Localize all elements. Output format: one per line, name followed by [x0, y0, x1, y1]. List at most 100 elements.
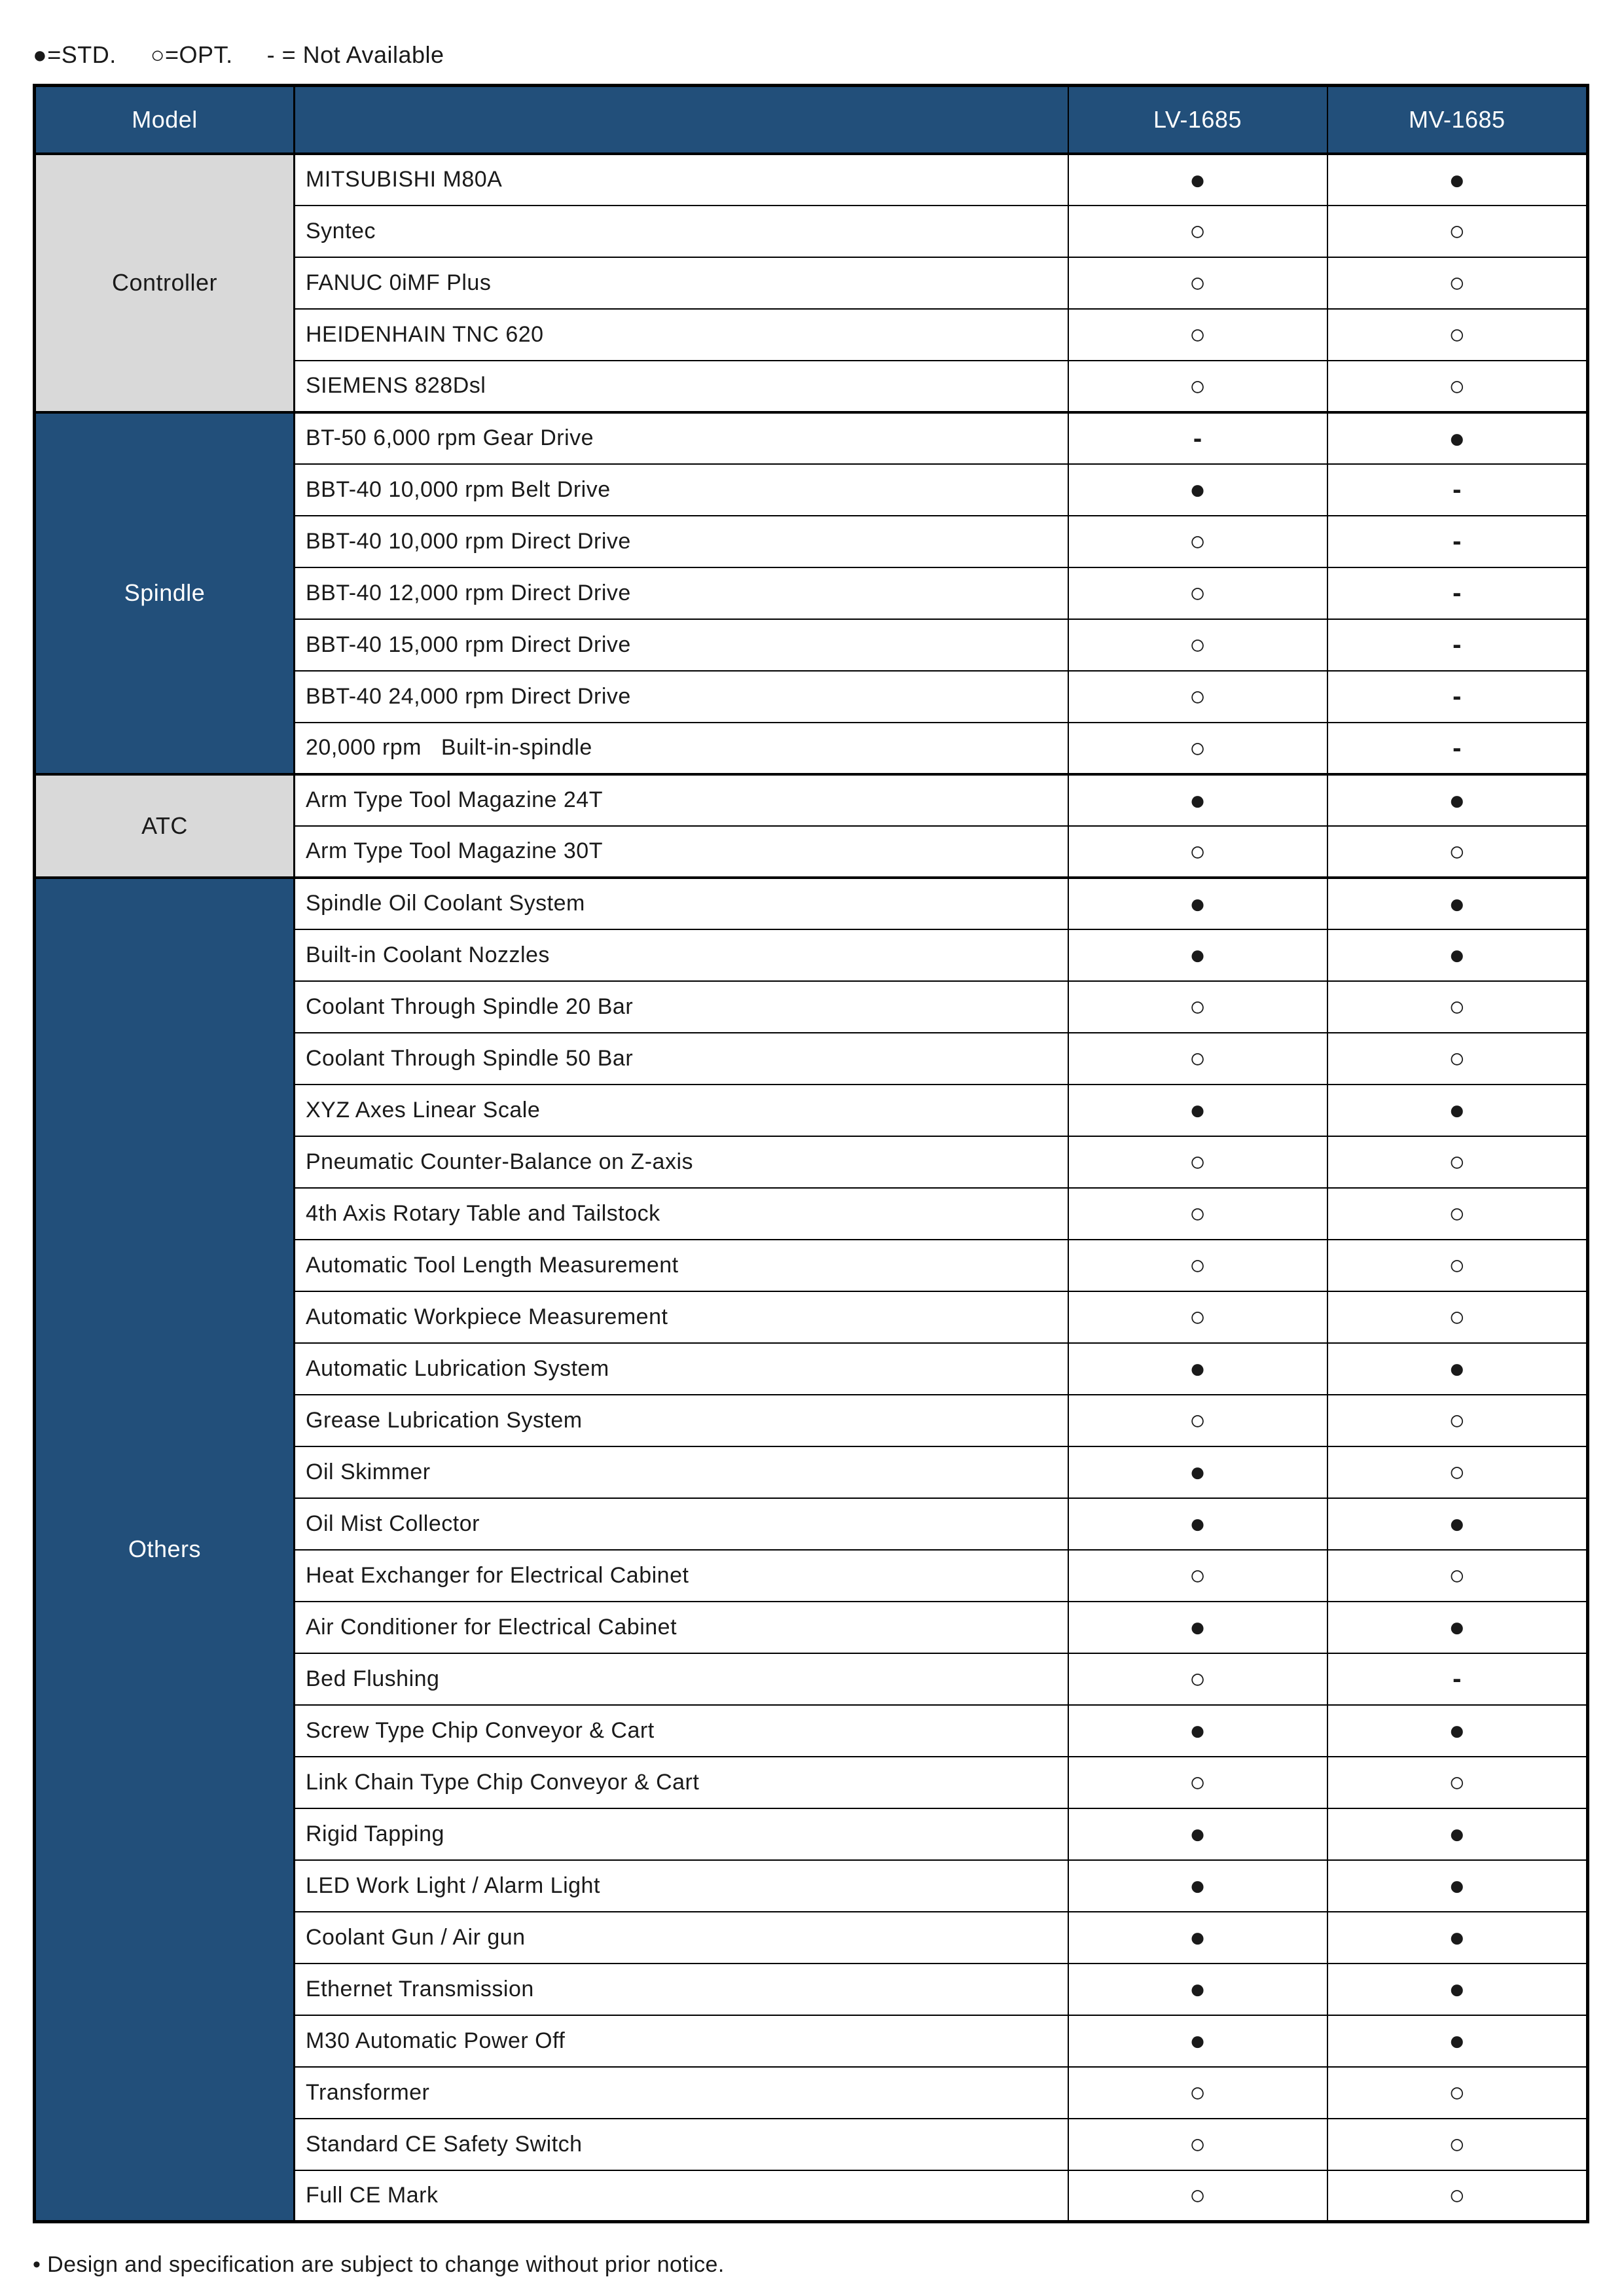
- table-row: 20,000 rpm Built-in-spindle ○ -: [35, 721, 1589, 775]
- symbol-cell-lv-opt: ○: [1067, 514, 1328, 568]
- symbol-cell-mv-std: ●: [1326, 1859, 1589, 1912]
- symbol-cell-mv-opt: ○: [1326, 256, 1589, 310]
- feature-cell: BBT-40 24,000 rpm Direct Drive: [293, 670, 1069, 723]
- table-row: ATC Arm Type Tool Magazine 24T ● ●: [33, 772, 1589, 878]
- feature-cell: Bed Flushing: [293, 1652, 1069, 1706]
- feature-cell: BBT-40 10,000 rpm Belt Drive: [293, 463, 1069, 516]
- symbol-cell-mv-opt: ○: [1326, 1549, 1589, 1602]
- symbol-cell-lv-opt: ○: [1067, 256, 1328, 310]
- symbol-cell-mv-opt: ○: [1326, 2066, 1589, 2119]
- symbol-cell-lv-std: ●: [1067, 1083, 1328, 1137]
- symbol-cell-mv-na: -: [1326, 721, 1589, 775]
- table-row: Link Chain Type Chip Conveyor & Cart ○ ○: [35, 1755, 1589, 1809]
- table-row: M30 Automatic Power Off ● ●: [35, 2014, 1589, 2068]
- symbol-cell-lv-opt: ○: [1067, 618, 1328, 672]
- feature-cell: Link Chain Type Chip Conveyor & Cart: [293, 1755, 1069, 1809]
- feature-cell: Oil Mist Collector: [293, 1497, 1069, 1551]
- table-row: Heat Exchanger for Electrical Cabinet ○ ○: [35, 1549, 1589, 1602]
- table-row: XYZ Axes Linear Scale ● ●: [35, 1083, 1589, 1137]
- symbol-cell-mv-opt: ○: [1326, 1238, 1589, 1292]
- table-row: Spindle BT-50 6,000 rpm Gear Drive - ●: [33, 410, 1589, 775]
- legend-opt: ○=OPT.: [150, 41, 233, 68]
- symbol-cell-mv-std: ●: [1326, 1910, 1589, 1964]
- feature-cell: Built-in Coolant Nozzles: [293, 928, 1069, 982]
- symbol-cell-mv-opt: ○: [1326, 359, 1589, 413]
- symbol-cell-mv-std: ●: [1326, 1704, 1589, 1757]
- symbol-cell-lv-std: ●: [1067, 1342, 1328, 1395]
- symbol-cell-lv-std: ●: [1067, 152, 1328, 206]
- symbol-cell-lv-std: ●: [1067, 1497, 1328, 1551]
- table-row: BBT-40 10,000 rpm Direct Drive ○ -: [35, 514, 1589, 568]
- feature-cell: LED Work Light / Alarm Light: [293, 1859, 1069, 1912]
- table-row: Transformer ○ ○: [35, 2066, 1589, 2119]
- symbol-cell-lv-opt: ○: [1067, 1187, 1328, 1240]
- footer-note: • Design and specification are subject t…: [33, 2252, 725, 2277]
- feature-cell: BBT-40 12,000 rpm Direct Drive: [293, 566, 1069, 620]
- table-row: 4th Axis Rotary Table and Tailstock ○ ○: [35, 1187, 1589, 1240]
- symbol-cell-mv-opt: ○: [1326, 1393, 1589, 1447]
- symbol-cell-mv-opt: ○: [1326, 1135, 1589, 1189]
- table-row: BBT-40 12,000 rpm Direct Drive ○ -: [35, 566, 1589, 620]
- feature-cell: Spindle Oil Coolant System: [293, 876, 1069, 930]
- feature-cell: BBT-40 10,000 rpm Direct Drive: [293, 514, 1069, 568]
- symbol-cell-mv-std: ●: [1326, 1342, 1589, 1395]
- symbol-cell-mv-opt: ○: [1326, 1031, 1589, 1085]
- feature-cell: Standard CE Safety Switch: [293, 2117, 1069, 2171]
- symbol-cell-lv-opt: ○: [1067, 1652, 1328, 1706]
- table-row: Grease Lubrication System ○ ○: [35, 1393, 1589, 1447]
- symbol-cell-lv-opt: ○: [1067, 2066, 1328, 2119]
- symbol-cell-lv-opt: ○: [1067, 204, 1328, 258]
- symbol-cell-mv-opt: ○: [1326, 2169, 1589, 2223]
- symbol-cell-lv-std: ●: [1067, 1445, 1328, 1499]
- table-row: Bed Flushing ○ -: [35, 1652, 1589, 1706]
- feature-cell: Grease Lubrication System: [293, 1393, 1069, 1447]
- symbol-cell-mv-na: -: [1326, 463, 1589, 516]
- symbol-cell-mv-opt: ○: [1326, 1445, 1589, 1499]
- table-row: Rigid Tapping ● ●: [35, 1807, 1589, 1861]
- feature-cell: XYZ Axes Linear Scale: [293, 1083, 1069, 1137]
- feature-cell: Transformer: [293, 2066, 1069, 2119]
- feature-cell: Automatic Lubrication System: [293, 1342, 1069, 1395]
- legend-std: ●=STD.: [33, 41, 117, 68]
- table-row: Automatic Workpiece Measurement ○ ○: [35, 1290, 1589, 1344]
- table-row: Screw Type Chip Conveyor & Cart ● ●: [35, 1704, 1589, 1757]
- symbol-cell-lv-opt: ○: [1067, 980, 1328, 1033]
- header-row: Model LV-1685 MV-1685: [33, 84, 1589, 155]
- symbol-cell-mv-opt: ○: [1326, 308, 1589, 361]
- category-cell-atc: ATC: [33, 772, 295, 878]
- symbol-cell-mv-std: ●: [1326, 410, 1589, 465]
- symbol-cell-lv-opt: ○: [1067, 1031, 1328, 1085]
- table-row: Standard CE Safety Switch ○ ○: [35, 2117, 1589, 2171]
- feature-cell: Oil Skimmer: [293, 1445, 1069, 1499]
- feature-cell: Arm Type Tool Magazine 24T: [293, 772, 1069, 827]
- symbol-cell-lv-std: ●: [1067, 1807, 1328, 1861]
- feature-cell: Coolant Through Spindle 20 Bar: [293, 980, 1069, 1033]
- table-row: SIEMENS 828Dsl ○ ○: [35, 359, 1589, 413]
- symbol-cell-lv-opt: ○: [1067, 1549, 1328, 1602]
- symbol-cell-mv-std: ●: [1326, 2014, 1589, 2068]
- symbol-cell-mv-opt: ○: [1326, 1290, 1589, 1344]
- symbol-cell-mv-na: -: [1326, 1652, 1589, 1706]
- legend-not-available: - = Not Available: [266, 41, 444, 68]
- feature-cell: BBT-40 15,000 rpm Direct Drive: [293, 618, 1069, 672]
- table-row: BBT-40 10,000 rpm Belt Drive ● -: [35, 463, 1589, 516]
- feature-cell: HEIDENHAIN TNC 620: [293, 308, 1069, 361]
- feature-cell: Automatic Workpiece Measurement: [293, 1290, 1069, 1344]
- table-row: Pneumatic Counter-Balance on Z-axis ○ ○: [35, 1135, 1589, 1189]
- symbol-cell-mv-opt: ○: [1326, 1755, 1589, 1809]
- table-row: FANUC 0iMF Plus ○ ○: [35, 256, 1589, 310]
- symbol-cell-mv-std: ●: [1326, 152, 1589, 206]
- table-row: Ethernet Transmission ● ●: [35, 1962, 1589, 2016]
- symbol-cell-mv-std: ●: [1326, 928, 1589, 982]
- symbol-cell-mv-std: ●: [1326, 772, 1589, 827]
- symbol-cell-mv-std: ●: [1326, 1497, 1589, 1551]
- symbol-cell-mv-std: ●: [1326, 876, 1589, 930]
- feature-cell: MITSUBISHI M80A: [293, 152, 1069, 206]
- symbol-cell-lv-opt: ○: [1067, 2169, 1328, 2223]
- table-row: BBT-40 24,000 rpm Direct Drive ○ -: [35, 670, 1589, 723]
- symbol-cell-lv-opt: ○: [1067, 308, 1328, 361]
- symbol-cell-lv-std: ●: [1067, 463, 1328, 516]
- symbol-cell-mv-na: -: [1326, 514, 1589, 568]
- table-row: BBT-40 15,000 rpm Direct Drive ○ -: [35, 618, 1589, 672]
- symbol-cell-lv-std: ●: [1067, 772, 1328, 827]
